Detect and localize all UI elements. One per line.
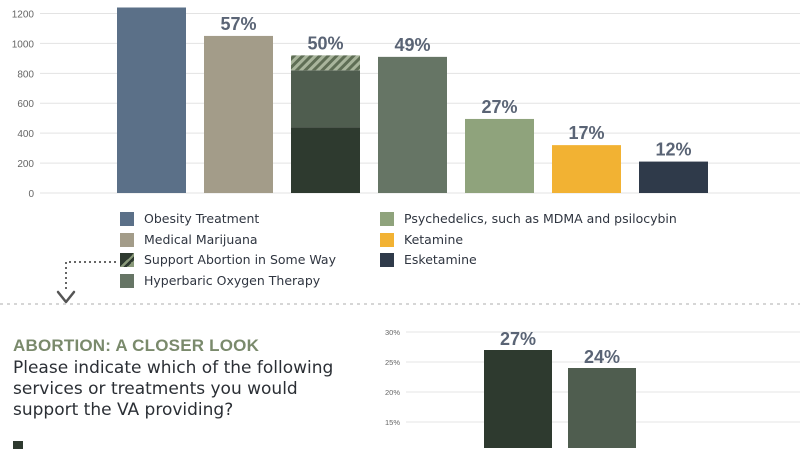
data-label: 27%	[500, 329, 536, 349]
y-tick-label: 800	[17, 69, 34, 80]
legend-label: Psychedelics, such as MDMA and psilocybi…	[404, 211, 677, 226]
abortion-section-title: ABORTION: A CLOSER LOOK	[13, 336, 260, 355]
legend-swatch	[120, 232, 134, 247]
bar	[568, 368, 636, 448]
data-label: 27%	[481, 97, 517, 117]
abortion-bar-chart: 15% 20% 25% 30% 27% 24%	[385, 328, 800, 448]
section-divider	[0, 303, 800, 305]
data-label: 57%	[220, 14, 256, 34]
legend-swatch	[380, 232, 394, 247]
cut-off-row	[13, 440, 313, 449]
legend-swatch	[380, 212, 394, 226]
bar	[639, 161, 708, 193]
data-label: 12%	[655, 140, 691, 160]
y-tick-label: 600	[17, 99, 34, 110]
y-tick-label: 15%	[385, 418, 400, 427]
bar	[552, 145, 621, 193]
bar	[378, 56, 447, 193]
legend-swatch	[120, 212, 134, 226]
bar-segment	[291, 55, 360, 71]
y-tick-label: 30%	[385, 328, 400, 337]
y-tick-label: 1200	[12, 9, 35, 20]
legend-swatch	[120, 273, 134, 288]
data-label: 24%	[584, 347, 620, 367]
y-tick-label: 25%	[385, 358, 400, 367]
legend-swatch	[120, 253, 134, 267]
bar-segment	[291, 70, 360, 128]
bar	[204, 35, 273, 193]
legend-label: Hyperbaric Oxygen Therapy	[144, 272, 321, 288]
legend-label: Ketamine	[404, 231, 464, 247]
abortion-question: Please indicate which of the following s…	[13, 358, 334, 420]
bar-segment	[291, 127, 360, 193]
chart-legend: Obesity Treatment Medical Marijuana Suppor…	[120, 211, 677, 288]
y-tick-label: 200	[17, 159, 34, 170]
legend-label: Obesity Treatment	[144, 211, 260, 226]
legend-label: Support Abortion in Some Way	[144, 252, 336, 267]
legend-label: Esketamine	[404, 252, 477, 267]
legend-connector-arrow	[56, 261, 116, 304]
y-tick-label: 1000	[12, 39, 35, 50]
legend-swatch	[380, 253, 394, 267]
legend-label: Medical Marijuana	[144, 231, 258, 247]
data-label: 49%	[394, 35, 430, 55]
y-tick-label: 20%	[385, 388, 400, 397]
main-bar-chart: 0 200 400 600 800 1000 1200 57% 50% 49% 27% 17% 12%	[12, 7, 800, 200]
y-tick-label: 0	[28, 189, 34, 200]
data-label: 50%	[307, 33, 343, 53]
bar	[117, 7, 186, 193]
bar	[465, 118, 534, 193]
data-label: 17%	[568, 123, 604, 143]
bar	[484, 350, 552, 448]
y-tick-label: 400	[17, 129, 34, 140]
